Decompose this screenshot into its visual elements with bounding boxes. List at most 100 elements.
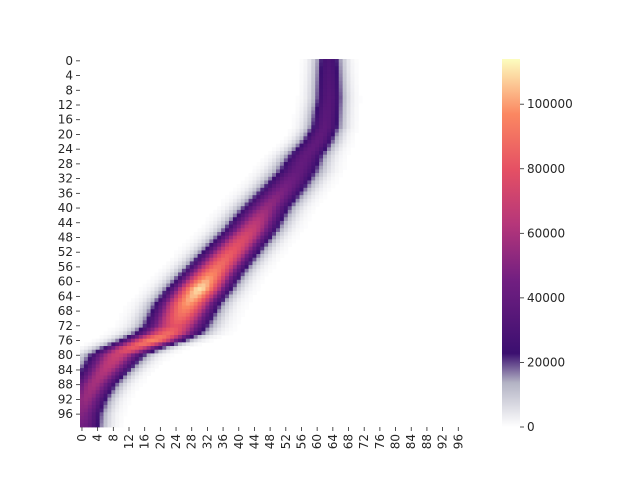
heatmap-cell [80, 393, 85, 398]
heatmap-cell [154, 301, 159, 306]
heatmap-cell [264, 162, 269, 167]
heatmap-cell [83, 360, 89, 365]
heatmap-cell [338, 162, 344, 167]
heatmap-cell [299, 169, 304, 174]
heatmap-cell [127, 371, 132, 376]
heatmap-cell [232, 301, 238, 306]
heatmap-cell [311, 73, 316, 78]
heatmap-cell [244, 265, 249, 270]
heatmap-cell [166, 323, 171, 329]
heatmap-cell [350, 84, 355, 89]
heatmap-cell [307, 173, 312, 178]
heatmap-cell [319, 77, 324, 82]
heatmap-cell [142, 331, 148, 336]
heatmap-cell [119, 404, 124, 409]
heatmap-cell [240, 301, 246, 306]
heatmap-cell [264, 213, 269, 218]
heatmap-cell [330, 136, 336, 141]
heatmap-cell [228, 217, 234, 222]
heatmap-cell [185, 239, 191, 244]
heatmap-cell [170, 268, 175, 273]
heatmap-cell [276, 246, 281, 251]
heatmap-cell [80, 368, 85, 373]
heatmap-cell [174, 305, 179, 310]
heatmap-cell [189, 250, 195, 255]
heatmap-cell [326, 154, 332, 159]
heatmap-cell [193, 309, 198, 314]
heatmap-cell [80, 371, 85, 376]
heatmap-cell [326, 114, 332, 119]
heatmap-cell [307, 139, 312, 145]
heatmap-cell [264, 217, 269, 222]
heatmap-cell [166, 301, 171, 306]
heatmap-cell [346, 136, 351, 141]
heatmap-cell [178, 331, 183, 336]
heatmap-cell [217, 220, 222, 225]
heatmap-cell [268, 228, 273, 233]
heatmap-cell [354, 110, 359, 115]
heatmap-cell [276, 217, 281, 222]
heatmap-cell [311, 143, 316, 148]
heatmap-cell [260, 250, 265, 255]
heatmap-cell [154, 346, 159, 351]
heatmap-cell [170, 331, 175, 336]
heatmap-cell [185, 243, 191, 248]
heatmap-cell [244, 305, 249, 310]
heatmap-cell [232, 217, 238, 222]
heatmap-cell [127, 382, 132, 387]
heatmap-cell [291, 121, 296, 126]
heatmap-cell [264, 169, 269, 174]
heatmap-cell [87, 423, 93, 428]
heatmap-cell [209, 220, 214, 225]
heatmap-cell [315, 139, 320, 145]
heatmap-cell [338, 70, 344, 75]
heatmap-cell [127, 320, 132, 325]
x-tick-label: 96 [451, 434, 465, 449]
heatmap-cell [185, 254, 191, 259]
heatmap-cell [291, 180, 296, 185]
heatmap-cell [346, 121, 351, 126]
heatmap-cell [209, 335, 214, 340]
heatmap-cell [83, 368, 89, 373]
heatmap-cell [252, 209, 257, 214]
heatmap-cell [323, 114, 328, 119]
heatmap-cell [276, 243, 281, 248]
heatmap-cell [232, 254, 238, 259]
heatmap-cell [252, 272, 257, 277]
heatmap-cell [127, 305, 132, 310]
heatmap-cell [95, 382, 100, 387]
heatmap-cell [150, 276, 155, 281]
heatmap-cell [299, 151, 304, 156]
heatmap-cell [107, 353, 112, 358]
heatmap-cell [221, 206, 226, 211]
heatmap-cell [154, 360, 159, 365]
heatmap-cell [115, 346, 120, 351]
heatmap-cell [87, 371, 93, 376]
heatmap-cell [350, 88, 355, 93]
heatmap-cell [283, 246, 289, 251]
heatmap-cell [330, 139, 336, 145]
heatmap-cell [260, 187, 265, 192]
heatmap-cell [166, 312, 171, 317]
heatmap-cell [181, 335, 187, 340]
heatmap-cell [272, 162, 277, 167]
heatmap-cell [123, 375, 128, 380]
heatmap-cell [276, 209, 281, 214]
heatmap-cell [334, 73, 340, 78]
heatmap-cell [311, 169, 316, 174]
heatmap-cell [228, 279, 234, 284]
heatmap-cell [260, 176, 265, 181]
heatmap-cell [228, 323, 234, 329]
heatmap-cell [264, 243, 269, 248]
heatmap-cell [236, 294, 242, 299]
heatmap-cell [146, 368, 151, 373]
heatmap-cell [138, 323, 144, 329]
heatmap-cell [299, 99, 304, 104]
heatmap-cell [178, 342, 183, 347]
heatmap-cell [158, 331, 163, 336]
heatmap-cell [334, 136, 340, 141]
heatmap-cell [283, 217, 289, 222]
heatmap-cell [334, 95, 340, 100]
heatmap-cell [217, 320, 222, 325]
heatmap-cell [197, 335, 202, 340]
